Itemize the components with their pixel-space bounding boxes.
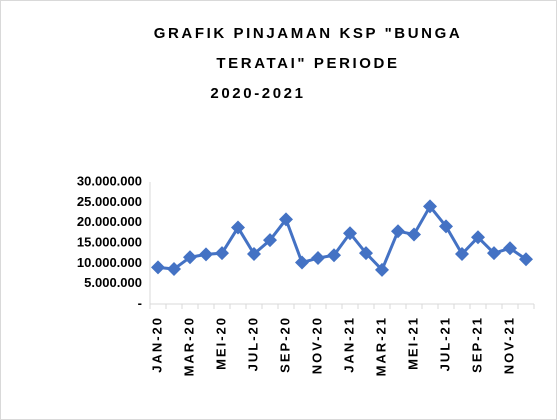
x-tick-label: NOV-21 [501,316,516,374]
marker [375,262,389,277]
x-tick-label: SEP-21 [469,316,484,373]
marker [295,255,309,270]
y-tick-label: 10.000.000 [77,255,142,270]
x-tick-label: JUL-20 [245,316,260,371]
x-tick-label: MEI-21 [405,316,420,370]
chart-title: TERATAI" PERIODE [216,55,399,72]
marker [183,250,197,265]
y-tick-label: 5.000.000 [84,275,142,290]
marker [359,246,373,261]
marker [279,212,293,227]
marker [231,220,245,235]
marker [487,246,501,261]
y-tick-label: 15.000.000 [77,234,142,249]
x-tick-label: NOV-20 [309,316,324,374]
y-tick-label: 25.000.000 [77,194,142,209]
marker [167,262,181,277]
x-tick-label: MEI-20 [213,316,228,370]
y-tick-label: 30.000.000 [77,173,142,188]
chart-title: 2020-2021 [210,85,305,102]
marker [423,199,437,214]
marker [311,251,325,266]
marker [439,219,453,234]
chart-title: GRAFIK PINJAMAN KSP "BUNGA [154,25,463,42]
x-tick-label: JAN-21 [341,316,356,373]
marker [471,230,485,245]
marker [455,246,469,261]
marker [407,227,421,242]
y-tick-label: 20.000.000 [77,214,142,229]
marker [343,226,357,241]
marker [391,224,405,239]
x-tick-label: SEP-20 [277,316,292,373]
x-tick-label: MAR-20 [181,316,196,376]
marker [247,246,261,261]
y-tick-label: - [138,295,142,310]
x-tick-label: JAN-20 [149,316,164,373]
marker [263,233,277,248]
x-tick-label: MAR-21 [373,316,388,376]
marker [215,246,229,261]
marker [199,247,213,262]
x-tick-label: JUL-21 [437,316,452,371]
marker [327,248,341,263]
marker [151,260,165,275]
marker [503,241,517,256]
marker [519,252,533,267]
